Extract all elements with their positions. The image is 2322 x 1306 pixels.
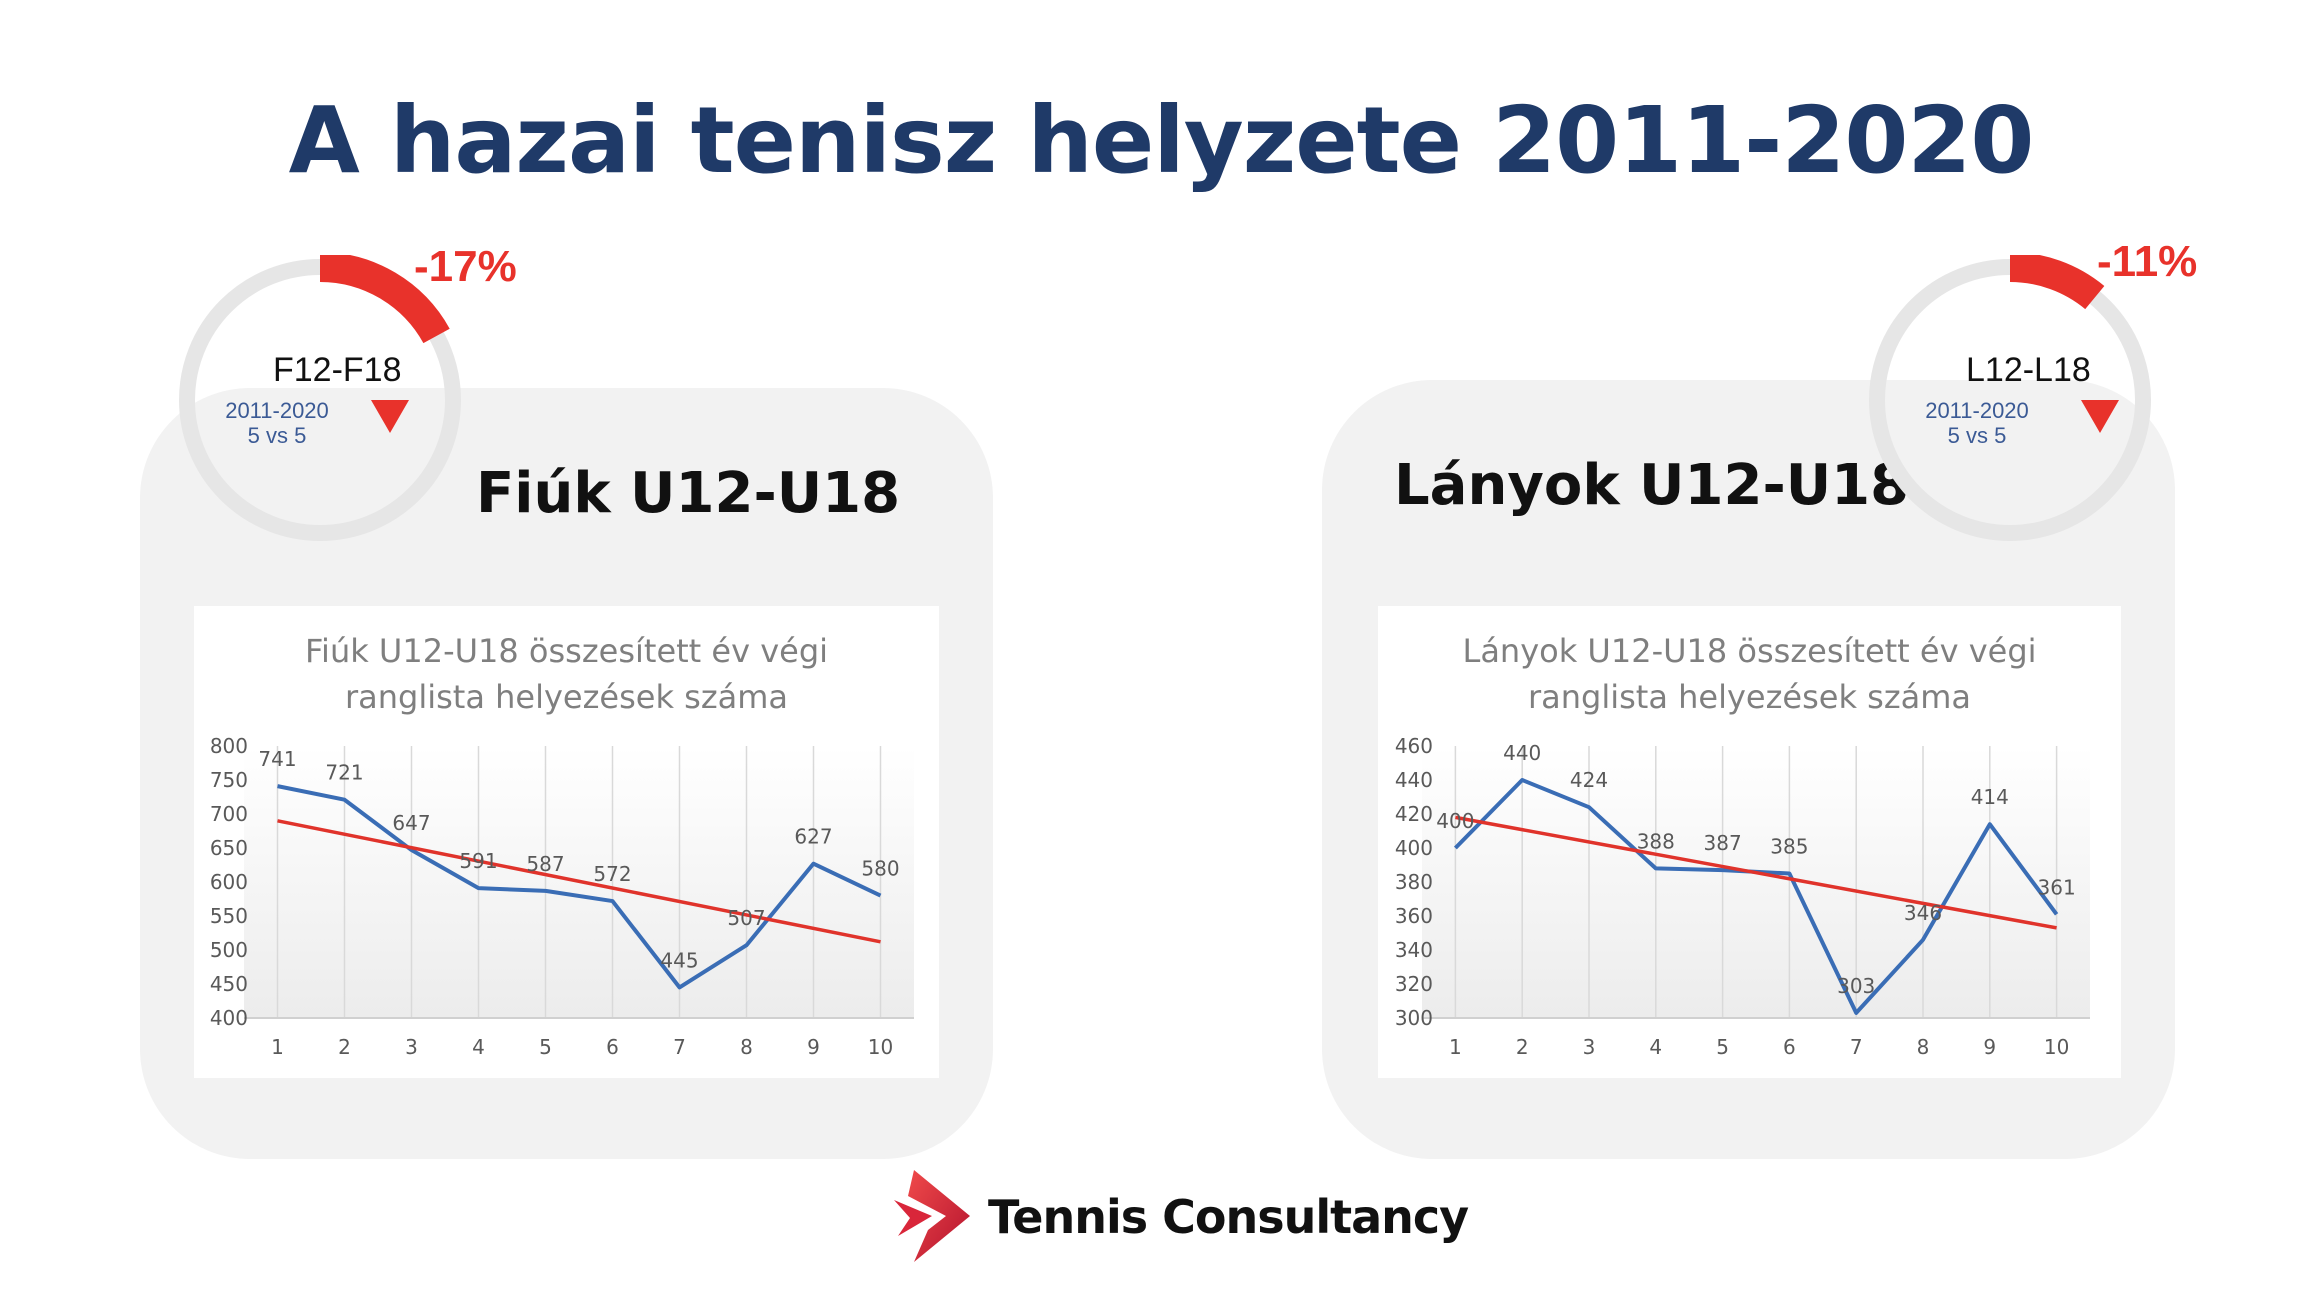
y-tick-label: 380 bbox=[1395, 870, 1433, 894]
data-label: 346 bbox=[1904, 901, 1942, 925]
boys-badge-ring bbox=[179, 255, 461, 541]
boys-badge-period: 2011-2020 5 vs 5 bbox=[221, 398, 333, 449]
tennis-consultancy-logo-icon bbox=[894, 1170, 970, 1262]
y-tick-label: 300 bbox=[1395, 1006, 1433, 1030]
girls-badge-ring bbox=[1869, 255, 2151, 541]
data-label: 414 bbox=[1971, 785, 2009, 809]
girls-chart: Lányok U12-U18 összesített év végi rangl… bbox=[1378, 606, 2121, 1078]
badge-ring-arc bbox=[2009, 255, 2105, 310]
data-label: 387 bbox=[1704, 831, 1742, 855]
y-tick-label: 700 bbox=[210, 802, 248, 826]
data-label: 580 bbox=[861, 857, 899, 881]
data-label: 385 bbox=[1770, 835, 1808, 859]
x-tick-label: 1 bbox=[271, 1035, 284, 1059]
boys-chart: Fiúk U12-U18 összesített év végi ranglis… bbox=[194, 606, 939, 1078]
trend-line bbox=[277, 819, 881, 944]
x-tick-label: 2 bbox=[338, 1035, 351, 1059]
down-triangle-icon bbox=[2081, 400, 2119, 433]
x-tick-label: 6 bbox=[1783, 1035, 1796, 1059]
boys-badge-label: F12-F18 bbox=[273, 351, 402, 389]
y-tick-label: 320 bbox=[1395, 972, 1433, 996]
y-tick-label: 550 bbox=[210, 904, 248, 928]
x-tick-label: 10 bbox=[2044, 1035, 2069, 1059]
data-label: 388 bbox=[1637, 829, 1675, 853]
y-tick-label: 800 bbox=[210, 734, 248, 758]
girls-change-percent: -11% bbox=[2097, 237, 2198, 286]
y-tick-label: 500 bbox=[210, 938, 248, 962]
x-tick-label: 9 bbox=[807, 1035, 820, 1059]
page-title: A hazai tenisz helyzete 2011-2020 bbox=[288, 87, 2035, 194]
data-label: 627 bbox=[794, 825, 832, 849]
y-tick-label: 460 bbox=[1395, 734, 1433, 758]
x-tick-label: 8 bbox=[740, 1035, 753, 1059]
x-tick-label: 7 bbox=[673, 1035, 686, 1059]
x-tick-label: 7 bbox=[1850, 1035, 1863, 1059]
y-tick-label: 420 bbox=[1395, 802, 1433, 826]
tennis-consultancy-logo: Tennis Consultancy bbox=[884, 1166, 1469, 1266]
data-label: 721 bbox=[325, 761, 363, 785]
x-tick-label: 5 bbox=[1716, 1035, 1729, 1059]
data-label: 741 bbox=[258, 747, 296, 771]
data-label: 424 bbox=[1570, 768, 1608, 792]
data-label: 591 bbox=[459, 849, 497, 873]
y-tick-label: 400 bbox=[1395, 836, 1433, 860]
x-tick-label: 4 bbox=[1649, 1035, 1662, 1059]
x-tick-label: 5 bbox=[539, 1035, 552, 1059]
data-label: 587 bbox=[526, 852, 564, 876]
data-label: 440 bbox=[1503, 741, 1541, 765]
x-tick-label: 1 bbox=[1449, 1035, 1462, 1059]
badge-ring-arc bbox=[319, 255, 450, 344]
down-triangle-icon bbox=[371, 400, 409, 433]
y-tick-label: 650 bbox=[210, 836, 248, 860]
y-tick-label: 750 bbox=[210, 768, 248, 792]
x-tick-label: 6 bbox=[606, 1035, 619, 1059]
girls-badge-label: L12-L18 bbox=[1966, 351, 2091, 389]
x-tick-label: 3 bbox=[1583, 1035, 1596, 1059]
y-tick-label: 340 bbox=[1395, 938, 1433, 962]
data-label: 361 bbox=[2038, 875, 2076, 899]
data-label: 507 bbox=[727, 906, 765, 930]
boys-chart-title: Fiúk U12-U18 összesített év végi ranglis… bbox=[304, 632, 829, 716]
x-tick-label: 8 bbox=[1917, 1035, 1930, 1059]
girls-badge-sub-line1: 2011-2020 bbox=[1925, 398, 2029, 423]
x-tick-label: 10 bbox=[868, 1035, 893, 1059]
logo-text: Tennis Consultancy bbox=[988, 1190, 1469, 1244]
x-tick-label: 9 bbox=[1983, 1035, 1996, 1059]
girls-chart-title: Lányok U12-U18 összesített év végi rangl… bbox=[1462, 632, 2037, 716]
girls-change-badge: L12-L18 2011-2020 5 vs 5 bbox=[1865, 255, 2155, 545]
boys-change-percent: -17% bbox=[414, 242, 517, 291]
x-tick-label: 3 bbox=[405, 1035, 418, 1059]
boys-change-badge: F12-F18 2011-2020 5 vs 5 bbox=[175, 255, 465, 545]
data-label: 647 bbox=[392, 811, 430, 835]
y-tick-label: 600 bbox=[210, 870, 248, 894]
boys-chart-plot: 400 450 500 550 600 650 700 750 800 1 2 3 4 5 6 7 8 9 10 74… bbox=[210, 734, 914, 1059]
girls-panel-title: Lányok U12-U18 bbox=[1394, 453, 1910, 518]
series-line bbox=[277, 784, 882, 990]
y-tick-label: 450 bbox=[210, 972, 248, 996]
y-tick-label: 360 bbox=[1395, 904, 1433, 928]
boys-panel-title: Fiúk U12-U18 bbox=[476, 461, 901, 526]
girls-badge-period: 2011-2020 5 vs 5 bbox=[1921, 398, 2033, 449]
x-tick-label: 4 bbox=[472, 1035, 485, 1059]
plot-area bbox=[1422, 746, 2090, 1018]
trend-line bbox=[1455, 815, 2057, 930]
girls-badge-sub-line2: 5 vs 5 bbox=[1947, 423, 2007, 449]
data-label: 445 bbox=[660, 948, 698, 972]
boys-badge-sub-line2: 5 vs 5 bbox=[247, 423, 307, 449]
data-label: 400 bbox=[1436, 809, 1474, 833]
boys-badge-sub-line1: 2011-2020 bbox=[225, 398, 329, 423]
data-label: 572 bbox=[593, 862, 631, 886]
y-tick-label: 440 bbox=[1395, 768, 1433, 792]
x-tick-label: 2 bbox=[1516, 1035, 1529, 1059]
y-tick-label: 400 bbox=[210, 1006, 248, 1030]
data-label: 303 bbox=[1837, 974, 1875, 998]
